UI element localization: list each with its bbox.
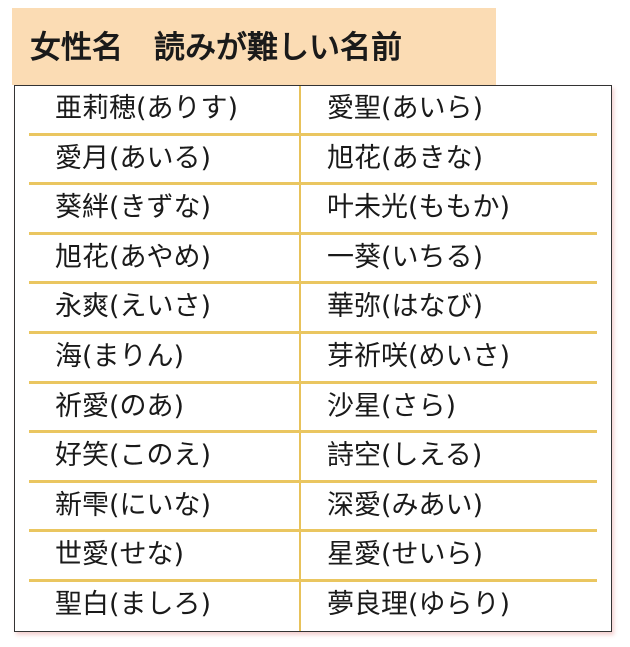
- table-row: 世愛(せな) 星愛(せいら): [15, 532, 611, 582]
- row-divider: [29, 380, 597, 384]
- row-divider: [29, 578, 597, 582]
- name-cell: 華弥(はなび): [327, 291, 484, 323]
- table-row: 聖白(ましろ) 夢良理(ゆらり): [15, 582, 611, 632]
- name-cell: 旭花(あきな): [327, 142, 484, 174]
- row-divider: [29, 231, 597, 235]
- name-cell: 沙星(さら): [327, 390, 457, 422]
- table-row: 亜莉穂(ありす) 愛聖(あいら): [15, 86, 611, 136]
- table-row: 旭花(あやめ) 一葵(いちる): [15, 235, 611, 285]
- name-cell: 好笑(このえ): [55, 440, 212, 472]
- row-divider: [29, 132, 597, 136]
- row-divider: [29, 182, 597, 186]
- name-cell: 祈愛(のあ): [55, 390, 185, 422]
- table-row: 葵絆(きずな) 叶未光(ももか): [15, 185, 611, 235]
- table-row: 好笑(このえ) 詩空(しえる): [15, 433, 611, 483]
- name-cell: 星愛(せいら): [327, 539, 484, 571]
- table-row: 愛月(あいる) 旭花(あきな): [15, 136, 611, 186]
- name-cell: 愛聖(あいら): [327, 93, 484, 124]
- name-cell: 葵絆(きずな): [55, 192, 212, 224]
- page-title: 女性名 読みが難しい名前: [12, 8, 496, 85]
- name-cell: 芽祈咲(めいさ): [327, 341, 511, 372]
- name-cell: 深愛(みあい): [327, 489, 484, 521]
- name-cell: 愛月(あいる): [55, 142, 212, 174]
- table-row: 永爽(えいさ) 華弥(はなび): [15, 284, 611, 334]
- row-divider: [29, 529, 597, 533]
- column-divider: [299, 86, 301, 631]
- row-divider: [29, 430, 597, 434]
- names-table: 亜莉穂(ありす) 愛聖(あいら) 愛月(あいる) 旭花(あきな) 葵絆(きずな) 叶未光(…: [14, 85, 612, 632]
- table-row: 新雫(にいな) 深愛(みあい): [15, 483, 611, 533]
- name-cell: 叶未光(ももか): [327, 192, 511, 224]
- name-cell: 夢良理(ゆらり): [327, 589, 511, 620]
- row-divider: [29, 479, 597, 483]
- name-cell: 聖白(ましろ): [55, 589, 212, 620]
- name-cell: 海(まりん): [55, 341, 185, 372]
- row-divider: [29, 281, 597, 285]
- table-row: 海(まりん) 芽祈咲(めいさ): [15, 334, 611, 384]
- name-cell: 新雫(にいな): [55, 489, 212, 521]
- name-cell: 世愛(せな): [55, 539, 185, 571]
- name-cell: 詩空(しえる): [327, 440, 483, 472]
- table-row: 祈愛(のあ) 沙星(さら): [15, 384, 611, 434]
- name-cell: 永爽(えいさ): [55, 291, 212, 323]
- name-cell: 一葵(いちる): [327, 241, 484, 273]
- name-cell: 亜莉穂(ありす): [55, 93, 239, 124]
- name-cell: 旭花(あやめ): [55, 241, 212, 273]
- row-divider: [29, 330, 597, 334]
